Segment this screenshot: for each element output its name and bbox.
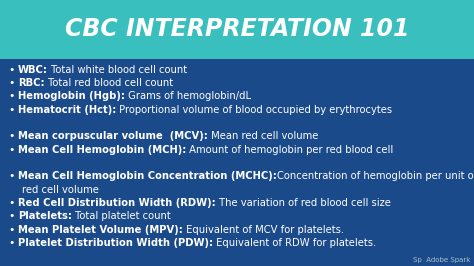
Text: Total white blood cell count: Total white blood cell count	[48, 65, 187, 74]
Text: The variation of red blood cell size: The variation of red blood cell size	[216, 198, 391, 208]
Text: •: •	[8, 91, 14, 101]
Text: Equivalent of RDW for platelets.: Equivalent of RDW for platelets.	[213, 238, 376, 248]
Text: RBC:: RBC:	[18, 78, 45, 88]
Text: red cell volume: red cell volume	[22, 185, 99, 195]
Text: Mean red cell volume: Mean red cell volume	[208, 131, 318, 141]
Text: Total platelet count: Total platelet count	[72, 211, 171, 221]
Text: Platelets:: Platelets:	[18, 211, 72, 221]
Text: CBC INTERPRETATION 101: CBC INTERPRETATION 101	[65, 17, 409, 41]
Text: Total red blood cell count: Total red blood cell count	[45, 78, 173, 88]
Text: Mean Cell Hemoglobin (MCH):: Mean Cell Hemoglobin (MCH):	[18, 145, 186, 155]
Text: •: •	[8, 78, 14, 88]
Text: •: •	[8, 65, 14, 74]
Text: Proportional volume of blood occupied by erythrocytes: Proportional volume of blood occupied by…	[117, 105, 392, 115]
Text: •: •	[8, 131, 14, 141]
Text: •: •	[8, 145, 14, 155]
Text: •: •	[8, 225, 14, 235]
Text: •: •	[8, 171, 14, 181]
Text: Hemoglobin (Hgb):: Hemoglobin (Hgb):	[18, 91, 125, 101]
Text: Sp  Adobe Spark: Sp Adobe Spark	[413, 257, 470, 263]
Text: Grams of hemoglobin/dL: Grams of hemoglobin/dL	[125, 91, 251, 101]
Text: Red Cell Distribution Width (RDW):: Red Cell Distribution Width (RDW):	[18, 198, 216, 208]
Text: •: •	[8, 105, 14, 115]
Text: Mean Cell Hemoglobin Concentration (MCHC):: Mean Cell Hemoglobin Concentration (MCHC…	[18, 171, 277, 181]
Text: Equivalent of MCV for platelets.: Equivalent of MCV for platelets.	[183, 225, 344, 235]
Text: WBC:: WBC:	[18, 65, 48, 74]
Text: Hematocrit (Hct):: Hematocrit (Hct):	[18, 105, 117, 115]
Text: •: •	[8, 211, 14, 221]
Text: Amount of hemoglobin per red blood cell: Amount of hemoglobin per red blood cell	[186, 145, 393, 155]
Text: •: •	[8, 198, 14, 208]
Text: Mean corpuscular volume  (MCV):: Mean corpuscular volume (MCV):	[18, 131, 208, 141]
Text: Mean Platelet Volume (MPV):: Mean Platelet Volume (MPV):	[18, 225, 183, 235]
Text: Concentration of hemoglobin per unit of: Concentration of hemoglobin per unit of	[277, 171, 474, 181]
Text: •: •	[8, 238, 14, 248]
FancyBboxPatch shape	[0, 0, 474, 59]
Text: Platelet Distribution Width (PDW):: Platelet Distribution Width (PDW):	[18, 238, 213, 248]
